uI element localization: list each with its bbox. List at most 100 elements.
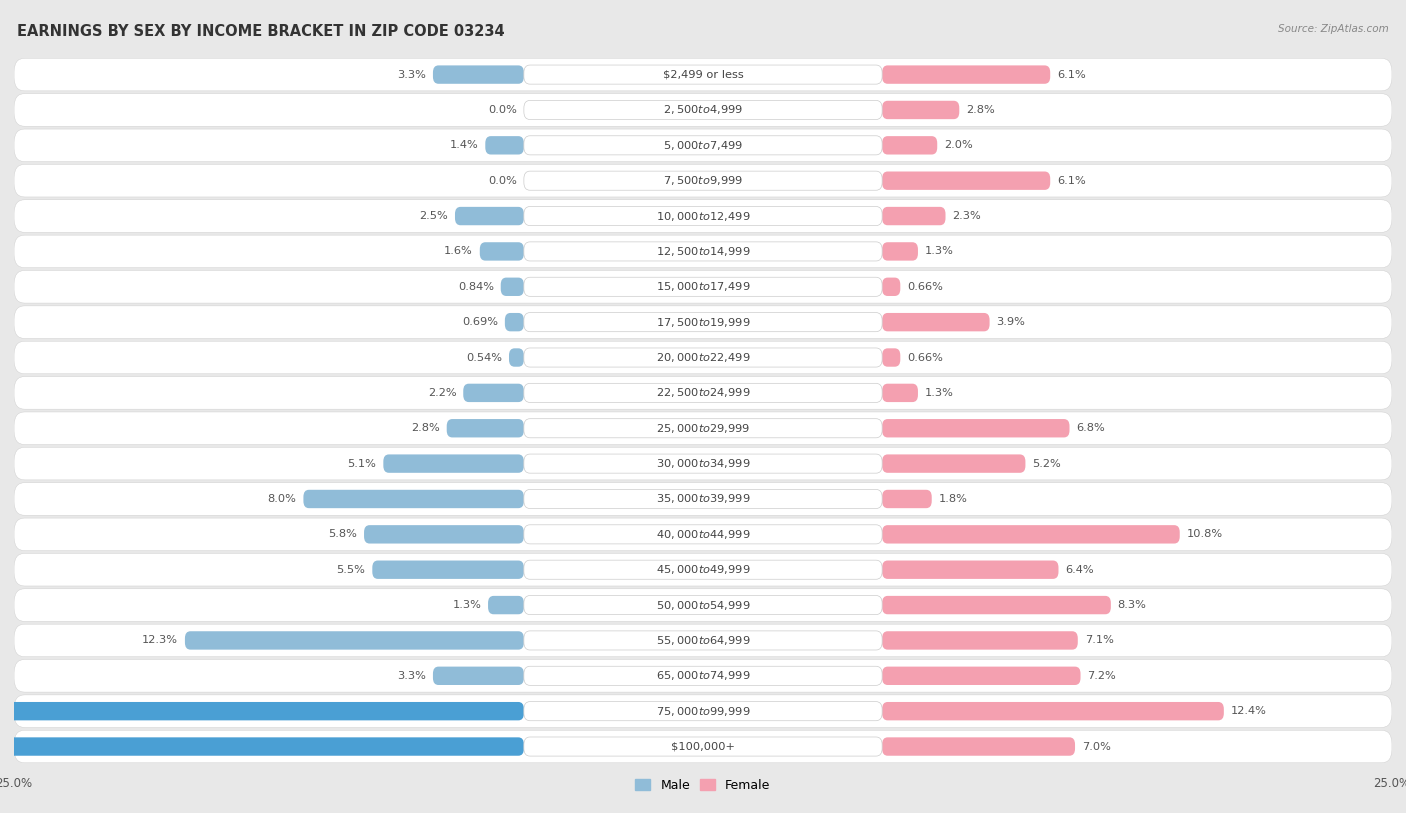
Text: $50,000 to $54,999: $50,000 to $54,999 (655, 598, 751, 611)
Text: 0.69%: 0.69% (463, 317, 498, 327)
FancyBboxPatch shape (524, 702, 882, 720)
Text: 2.8%: 2.8% (411, 424, 440, 433)
Text: $17,500 to $19,999: $17,500 to $19,999 (655, 315, 751, 328)
FancyBboxPatch shape (524, 172, 882, 190)
FancyBboxPatch shape (882, 348, 900, 367)
FancyBboxPatch shape (14, 376, 1392, 409)
FancyBboxPatch shape (524, 136, 882, 154)
FancyBboxPatch shape (882, 277, 900, 296)
Text: $35,000 to $39,999: $35,000 to $39,999 (655, 493, 751, 506)
FancyBboxPatch shape (0, 737, 524, 756)
Text: $65,000 to $74,999: $65,000 to $74,999 (655, 669, 751, 682)
Text: 5.5%: 5.5% (336, 565, 366, 575)
Text: 8.0%: 8.0% (267, 494, 297, 504)
Text: $45,000 to $49,999: $45,000 to $49,999 (655, 563, 751, 576)
FancyBboxPatch shape (14, 659, 1392, 692)
Text: 3.9%: 3.9% (997, 317, 1025, 327)
FancyBboxPatch shape (433, 667, 524, 685)
FancyBboxPatch shape (524, 207, 882, 225)
FancyBboxPatch shape (14, 306, 1392, 338)
Legend: Male, Female: Male, Female (630, 774, 776, 797)
Text: $15,000 to $17,499: $15,000 to $17,499 (655, 280, 751, 293)
FancyBboxPatch shape (524, 525, 882, 544)
Text: 7.0%: 7.0% (1083, 741, 1111, 751)
Text: $55,000 to $64,999: $55,000 to $64,999 (655, 634, 751, 647)
Text: $5,000 to $7,499: $5,000 to $7,499 (664, 139, 742, 152)
FancyBboxPatch shape (0, 702, 524, 720)
FancyBboxPatch shape (364, 525, 524, 544)
FancyBboxPatch shape (14, 554, 1392, 586)
FancyBboxPatch shape (524, 277, 882, 296)
Text: $20,000 to $22,499: $20,000 to $22,499 (655, 351, 751, 364)
FancyBboxPatch shape (524, 489, 882, 508)
Text: 2.5%: 2.5% (419, 211, 449, 221)
FancyBboxPatch shape (524, 384, 882, 402)
Text: 1.8%: 1.8% (939, 494, 967, 504)
FancyBboxPatch shape (14, 518, 1392, 550)
FancyBboxPatch shape (14, 235, 1392, 267)
Text: $2,500 to $4,999: $2,500 to $4,999 (664, 103, 742, 116)
FancyBboxPatch shape (882, 489, 932, 508)
FancyBboxPatch shape (186, 631, 524, 650)
FancyBboxPatch shape (882, 702, 1223, 720)
Text: 25.0%: 25.0% (1374, 776, 1406, 789)
FancyBboxPatch shape (524, 419, 882, 437)
Text: 0.66%: 0.66% (907, 282, 943, 292)
FancyBboxPatch shape (433, 65, 524, 84)
Text: 0.66%: 0.66% (907, 353, 943, 363)
Text: 2.0%: 2.0% (945, 141, 973, 150)
FancyBboxPatch shape (524, 631, 882, 650)
FancyBboxPatch shape (479, 242, 524, 261)
FancyBboxPatch shape (524, 101, 882, 120)
FancyBboxPatch shape (14, 129, 1392, 162)
Text: $40,000 to $44,999: $40,000 to $44,999 (655, 528, 751, 541)
FancyBboxPatch shape (14, 341, 1392, 374)
FancyBboxPatch shape (882, 525, 1180, 544)
FancyBboxPatch shape (14, 200, 1392, 233)
Text: $100,000+: $100,000+ (671, 741, 735, 751)
FancyBboxPatch shape (882, 454, 1025, 473)
FancyBboxPatch shape (14, 447, 1392, 480)
FancyBboxPatch shape (524, 65, 882, 84)
FancyBboxPatch shape (14, 59, 1392, 91)
Text: $2,499 or less: $2,499 or less (662, 70, 744, 80)
Text: 7.2%: 7.2% (1087, 671, 1116, 680)
FancyBboxPatch shape (524, 737, 882, 756)
FancyBboxPatch shape (505, 313, 524, 332)
Text: 5.8%: 5.8% (328, 529, 357, 539)
Text: Source: ZipAtlas.com: Source: ZipAtlas.com (1278, 24, 1389, 34)
FancyBboxPatch shape (304, 489, 524, 508)
FancyBboxPatch shape (882, 207, 945, 225)
Text: 1.3%: 1.3% (925, 388, 953, 398)
Text: 6.8%: 6.8% (1077, 424, 1105, 433)
Text: 6.1%: 6.1% (1057, 70, 1085, 80)
FancyBboxPatch shape (14, 730, 1392, 763)
FancyBboxPatch shape (882, 172, 1050, 190)
FancyBboxPatch shape (524, 560, 882, 579)
FancyBboxPatch shape (14, 589, 1392, 621)
FancyBboxPatch shape (882, 313, 990, 332)
Text: 25.0%: 25.0% (0, 776, 32, 789)
FancyBboxPatch shape (14, 483, 1392, 515)
FancyBboxPatch shape (524, 348, 882, 367)
FancyBboxPatch shape (524, 667, 882, 685)
FancyBboxPatch shape (524, 313, 882, 332)
Text: 0.54%: 0.54% (467, 353, 502, 363)
Text: 3.3%: 3.3% (396, 70, 426, 80)
FancyBboxPatch shape (485, 136, 524, 154)
FancyBboxPatch shape (882, 596, 1111, 615)
FancyBboxPatch shape (882, 737, 1076, 756)
Text: 10.8%: 10.8% (1187, 529, 1223, 539)
Text: 6.4%: 6.4% (1066, 565, 1094, 575)
FancyBboxPatch shape (14, 271, 1392, 303)
FancyBboxPatch shape (488, 596, 524, 615)
Text: $30,000 to $34,999: $30,000 to $34,999 (655, 457, 751, 470)
Text: $25,000 to $29,999: $25,000 to $29,999 (655, 422, 751, 435)
FancyBboxPatch shape (882, 384, 918, 402)
FancyBboxPatch shape (882, 101, 959, 120)
FancyBboxPatch shape (882, 419, 1070, 437)
Text: $75,000 to $99,999: $75,000 to $99,999 (655, 705, 751, 718)
FancyBboxPatch shape (14, 624, 1392, 657)
FancyBboxPatch shape (384, 454, 524, 473)
FancyBboxPatch shape (882, 242, 918, 261)
